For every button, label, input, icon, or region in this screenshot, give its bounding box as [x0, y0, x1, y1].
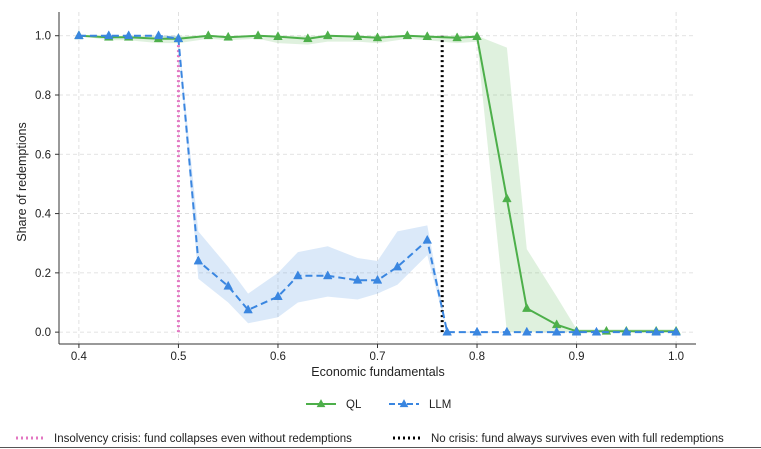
- data-point-ql: [522, 303, 532, 312]
- y-tick-label: 1.0: [35, 31, 51, 43]
- x-tick-label: 0.4: [71, 351, 88, 363]
- data-point-ql: [422, 31, 433, 41]
- y-tick-label: 0.6: [35, 149, 51, 161]
- data-point-ql: [273, 31, 283, 41]
- data-point-llm: [153, 30, 164, 40]
- data-point-llm: [522, 326, 532, 336]
- data-point-llm: [372, 274, 383, 284]
- data-point-ql: [372, 32, 383, 42]
- grid: [59, 12, 696, 344]
- data-point-ql: [322, 30, 333, 40]
- data-point-llm: [273, 291, 283, 300]
- data-point-llm: [104, 30, 114, 40]
- x-axis-label: Economic fundamentals: [311, 365, 444, 379]
- data-point-llm: [123, 30, 134, 40]
- y-tick-label: 0.2: [35, 268, 51, 280]
- legend-label-insolvency: Insolvency crisis: fund collapses even w…: [54, 433, 352, 445]
- confidence-band-llm: [78, 35, 677, 333]
- x-tick-label: 0.8: [469, 351, 485, 363]
- legend-label-ql: QL: [346, 399, 362, 411]
- data-point-llm: [352, 274, 363, 284]
- data-point-llm: [322, 270, 333, 280]
- data-point-llm: [293, 270, 303, 280]
- x-tick-label: 0.9: [569, 351, 585, 363]
- legend-marker-llm: [399, 399, 409, 408]
- data-point-llm: [671, 326, 681, 336]
- data-point-ql: [223, 31, 233, 41]
- data-point-llm: [571, 326, 582, 336]
- data-point-llm: [442, 326, 452, 336]
- data-point-llm: [502, 326, 512, 336]
- data-point-llm: [392, 261, 403, 271]
- tick-labels: 0.4 0.5 0.6 0.7 0.8 0.9 1.0 0.0 0.2 0.4 0.6 0.8 1.0: [35, 31, 684, 363]
- x-tick-label: 1.0: [668, 351, 684, 363]
- reference-legend: Insolvency crisis: fund collapses even w…: [0, 433, 761, 448]
- data-point-llm: [591, 326, 602, 336]
- legend-label-llm: LLM: [429, 399, 451, 411]
- data-point-ql: [472, 31, 482, 41]
- confidence-bands: [78, 35, 677, 333]
- x-tick-label: 0.5: [170, 351, 186, 363]
- data-point-llm: [551, 326, 562, 336]
- data-point-llm: [173, 33, 184, 43]
- data-point-llm: [651, 326, 661, 336]
- y-tick-label: 0.4: [35, 209, 52, 221]
- series-lines: [74, 30, 681, 336]
- data-point-ql: [203, 30, 214, 40]
- confidence-band-ql: [78, 35, 677, 333]
- y-axis-label: Share of redemptions: [15, 122, 29, 242]
- legend-marker-ql: [316, 399, 326, 408]
- x-tick-label: 0.7: [370, 351, 386, 363]
- data-point-llm: [223, 280, 233, 290]
- data-point-llm: [422, 234, 433, 244]
- data-point-llm: [74, 30, 84, 40]
- data-point-ql: [303, 33, 313, 43]
- data-point-ql: [253, 30, 263, 40]
- axes: [55, 12, 696, 348]
- y-tick-label: 0.0: [35, 327, 51, 339]
- data-point-llm: [243, 304, 253, 314]
- series-legend: QL LLM: [306, 399, 451, 411]
- data-point-llm: [472, 326, 482, 336]
- data-point-llm: [621, 326, 632, 336]
- x-tick-label: 0.6: [270, 351, 286, 363]
- y-tick-label: 0.8: [35, 90, 51, 102]
- data-point-ql: [452, 32, 462, 42]
- data-point-llm: [193, 255, 204, 265]
- data-point-ql: [402, 30, 413, 40]
- data-point-ql: [502, 193, 512, 203]
- data-point-ql: [352, 31, 363, 41]
- legend-label-no-crisis: No crisis: fund always survives even wit…: [431, 433, 724, 445]
